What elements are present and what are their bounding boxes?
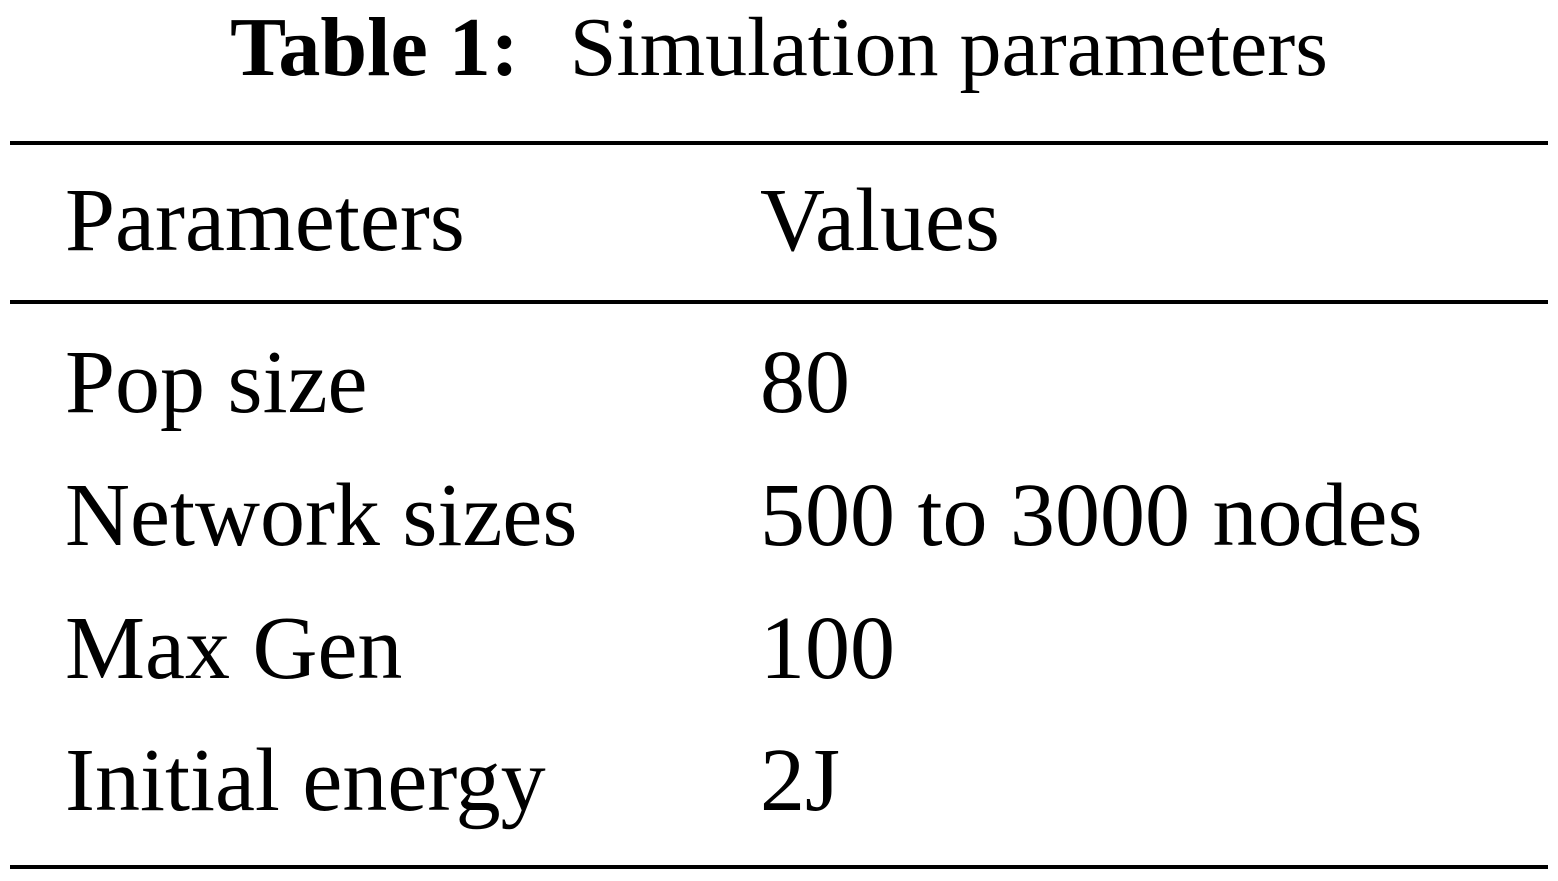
header-cell: Parameters [65, 171, 465, 270]
table-cell: Network sizes [65, 466, 577, 565]
table-cell: Pop size [65, 333, 367, 432]
caption-label: Table 1: [230, 1, 519, 94]
table-cell: Initial energy [65, 731, 546, 830]
table-cell: 500 to 3000 nodes [760, 466, 1422, 565]
table-cell: 80 [760, 333, 850, 432]
table-cell: Max Gen [65, 599, 402, 698]
caption-title: Simulation parameters [570, 1, 1328, 94]
table-cell: 2J [760, 731, 840, 830]
table-caption: Table 1: Simulation parameters [230, 1, 1328, 94]
table-cell: 100 [760, 599, 895, 698]
header-cell: Values [760, 171, 1000, 270]
